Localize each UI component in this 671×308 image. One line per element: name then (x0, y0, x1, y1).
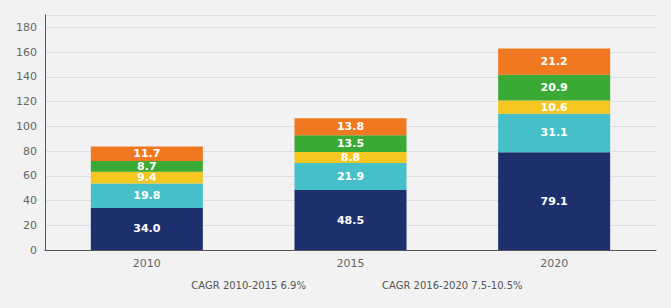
svg-text:100: 100 (16, 120, 37, 133)
svg-text:9.4: 9.4 (137, 171, 157, 184)
svg-text:13.5: 13.5 (337, 137, 364, 150)
svg-text:11.7: 11.7 (133, 147, 160, 160)
svg-text:140: 140 (16, 70, 37, 83)
svg-text:2010: 2010 (133, 257, 161, 270)
svg-text:2020: 2020 (540, 257, 568, 270)
svg-text:79.1: 79.1 (541, 195, 568, 208)
svg-text:20: 20 (23, 219, 37, 232)
svg-text:10.6: 10.6 (541, 101, 568, 114)
svg-text:160: 160 (16, 46, 37, 59)
svg-text:CAGR 2010-2015 6.9%: CAGR 2010-2015 6.9% (191, 280, 306, 291)
svg-text:13.8: 13.8 (337, 120, 364, 133)
svg-text:21.9: 21.9 (337, 170, 364, 183)
svg-text:34.0: 34.0 (133, 222, 160, 235)
svg-text:120: 120 (16, 95, 37, 108)
svg-text:0: 0 (30, 244, 37, 257)
svg-text:60: 60 (23, 169, 37, 182)
svg-text:48.5: 48.5 (337, 214, 364, 227)
svg-text:CAGR 2016-2020 7.5-10.5%: CAGR 2016-2020 7.5-10.5% (382, 280, 523, 291)
svg-text:8.8: 8.8 (341, 151, 361, 164)
svg-text:2015: 2015 (337, 257, 365, 270)
svg-text:31.1: 31.1 (541, 126, 568, 139)
svg-text:21.2: 21.2 (541, 55, 568, 68)
svg-text:19.8: 19.8 (133, 189, 160, 202)
svg-text:180: 180 (16, 21, 37, 34)
svg-text:8.7: 8.7 (137, 160, 157, 173)
svg-text:20.9: 20.9 (541, 81, 568, 94)
svg-text:80: 80 (23, 145, 37, 158)
svg-text:40: 40 (23, 194, 37, 207)
